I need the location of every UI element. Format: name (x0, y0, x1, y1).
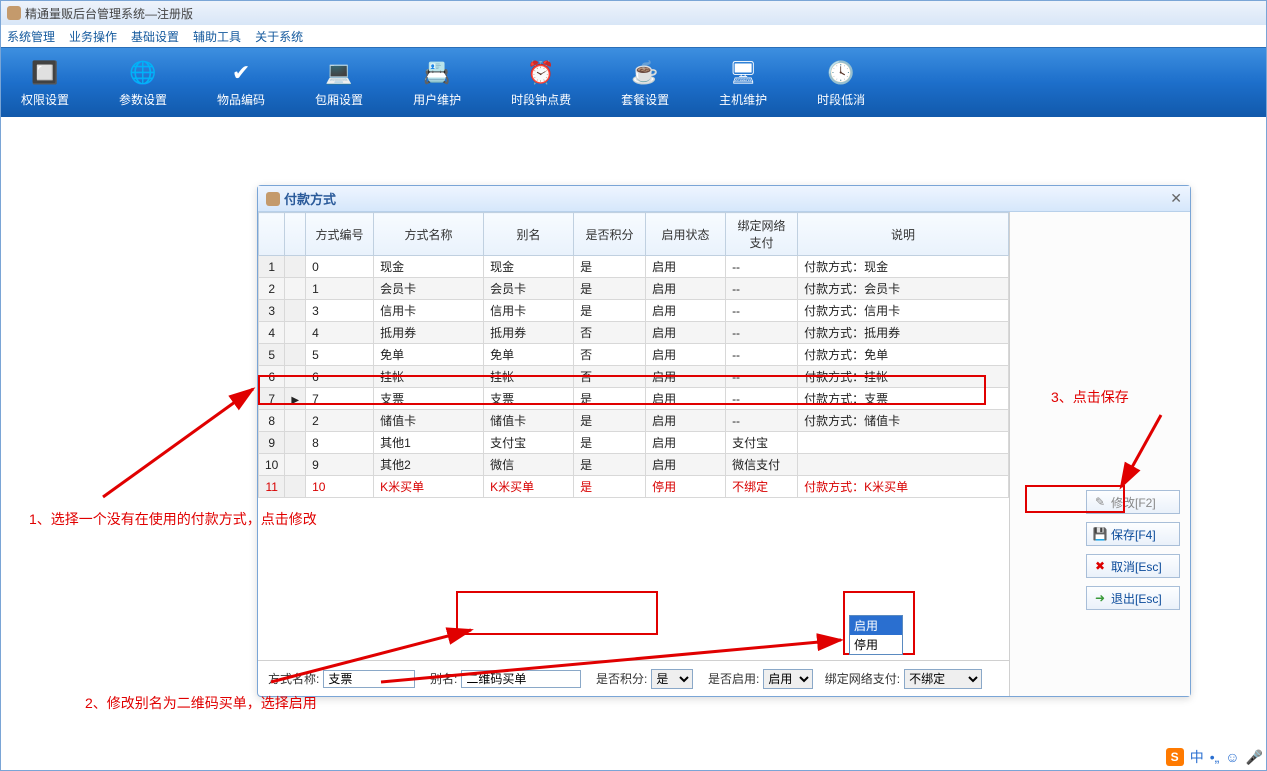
col-id: 方式编号 (306, 213, 374, 256)
tool-timefee[interactable]: ⏰时段钟点费 (511, 57, 571, 108)
edit-icon: ✎ (1093, 495, 1107, 509)
tool-itemcode[interactable]: ✔物品编码 (217, 57, 265, 108)
alias-input[interactable] (461, 670, 581, 688)
app-icon (7, 6, 21, 20)
col-alias: 别名 (484, 213, 574, 256)
menu-system[interactable]: 系统管理 (7, 28, 55, 45)
enable-opt-off[interactable]: 停用 (850, 635, 902, 654)
user-icon: 📇 (421, 57, 453, 89)
menu-about[interactable]: 关于系统 (255, 28, 303, 45)
net-label: 绑定网络支付: (825, 670, 900, 687)
window-title: 精通量贩后台管理系统—注册版 (25, 5, 193, 22)
payment-table: 方式编号 方式名称 别名 是否积分 启用状态 绑定网络支付 说明 10现金现金是… (258, 212, 1009, 498)
tool-room[interactable]: 💻包厢设置 (315, 57, 363, 108)
modify-button[interactable]: ✎ 修改[F2] (1086, 490, 1180, 514)
tray-mic-icon[interactable]: 🎤 (1246, 749, 1263, 766)
enable-label: 是否启用: (708, 670, 759, 687)
content-area: 付款方式 ✕ 方式编号 方式名称 (1, 117, 1266, 770)
table-row[interactable]: 1110K米买单K米买单是停用不绑定付款方式：K米买单 (259, 476, 1009, 498)
sogou-icon[interactable]: S (1166, 748, 1184, 766)
table-wrap: 方式编号 方式名称 别名 是否积分 启用状态 绑定网络支付 说明 10现金现金是… (258, 212, 1009, 660)
enable-select[interactable]: 启用 (763, 669, 813, 689)
arrow-1 (93, 377, 263, 507)
menu-basic[interactable]: 基础设置 (131, 28, 179, 45)
col-idx (285, 213, 306, 256)
table-row[interactable]: 66挂帐挂帐否启用--付款方式：挂帐 (259, 366, 1009, 388)
param-icon: 🌐 (127, 57, 159, 89)
table-row[interactable]: 98其他1支付宝是启用支付宝 (259, 432, 1009, 454)
table-row[interactable]: 55免单免单否启用--付款方式：免单 (259, 344, 1009, 366)
tool-timemin[interactable]: 🕓时段低消 (817, 57, 865, 108)
titlebar: 精通量贩后台管理系统—注册版 (1, 1, 1266, 25)
cancel-button[interactable]: ✖ 取消[Esc] (1086, 554, 1180, 578)
timefee-icon: ⏰ (525, 57, 557, 89)
jf-select[interactable]: 是 (651, 669, 693, 689)
enable-dropdown[interactable]: 启用 停用 (849, 615, 903, 655)
net-select[interactable]: 不绑定 (904, 669, 982, 689)
name-label: 方式名称: (268, 670, 319, 687)
table-row[interactable]: 21会员卡会员卡是启用--付款方式：会员卡 (259, 278, 1009, 300)
timemin-icon: 🕓 (825, 57, 857, 89)
table-row[interactable]: 82储值卡储值卡是启用--付款方式：储值卡 (259, 410, 1009, 432)
tray-dots-icon[interactable]: •„ (1210, 749, 1220, 765)
perm-icon: 🔲 (29, 57, 61, 89)
col-status: 启用状态 (646, 213, 726, 256)
itemcode-icon: ✔ (225, 57, 257, 89)
menu-business[interactable]: 业务操作 (69, 28, 117, 45)
form-row: 方式名称: 别名: 是否积分: 是 是否启用: 启用 绑定网络支付: (258, 660, 1009, 696)
table-row[interactable]: 109其他2微信是启用微信支付 (259, 454, 1009, 476)
modal-titlebar: 付款方式 ✕ (258, 186, 1190, 212)
package-icon: ☕ (629, 57, 661, 89)
ime-indicator[interactable]: 中 (1190, 747, 1204, 767)
table-row[interactable]: 10现金现金是启用--付款方式：现金 (259, 256, 1009, 278)
table-row[interactable]: 7▶7支票支票是启用--付款方式：支票 (259, 388, 1009, 410)
col-rownum (259, 213, 285, 256)
col-jf: 是否积分 (574, 213, 646, 256)
tool-user[interactable]: 📇用户维护 (413, 57, 461, 108)
tool-package[interactable]: ☕套餐设置 (621, 57, 669, 108)
modal-icon (266, 192, 280, 206)
save-button[interactable]: 💾 保存[F4] (1086, 522, 1180, 546)
menu-tools[interactable]: 辅助工具 (193, 28, 241, 45)
system-tray: S 中 •„ ☺ 🎤 (1166, 747, 1263, 767)
modal-title: 付款方式 (284, 189, 336, 208)
name-input[interactable] (323, 670, 415, 688)
cancel-icon: ✖ (1093, 559, 1107, 573)
exit-button[interactable]: ➜ 退出[Esc] (1086, 586, 1180, 610)
room-icon: 💻 (323, 57, 355, 89)
main-window: 精通量贩后台管理系统—注册版 系统管理 业务操作 基础设置 辅助工具 关于系统 … (0, 0, 1267, 771)
col-net: 绑定网络支付 (726, 213, 798, 256)
payment-modal: 付款方式 ✕ 方式编号 方式名称 (257, 185, 1191, 697)
tool-host[interactable]: 🖥主机维护 (719, 57, 767, 108)
table-row[interactable]: 44抵用券抵用券否启用--付款方式：抵用券 (259, 322, 1009, 344)
close-icon[interactable]: ✕ (1170, 190, 1182, 207)
enable-opt-on[interactable]: 启用 (850, 616, 902, 635)
save-icon: 💾 (1093, 527, 1107, 541)
tool-perm[interactable]: 🔲权限设置 (21, 57, 69, 108)
jf-label: 是否积分: (596, 670, 647, 687)
table-row[interactable]: 33信用卡信用卡是启用--付款方式：信用卡 (259, 300, 1009, 322)
tool-param[interactable]: 🌐参数设置 (119, 57, 167, 108)
toolbar: 🔲权限设置 🌐参数设置 ✔物品编码 💻包厢设置 📇用户维护 ⏰时段钟点费 ☕套餐设置 🖥主机维… (1, 47, 1266, 117)
menubar: 系统管理 业务操作 基础设置 辅助工具 关于系统 (1, 25, 1266, 47)
col-name: 方式名称 (374, 213, 484, 256)
alias-label: 别名: (430, 670, 457, 687)
host-icon: 🖥 (727, 57, 759, 89)
col-desc: 说明 (798, 213, 1009, 256)
exit-icon: ➜ (1093, 591, 1107, 605)
tray-smile-icon[interactable]: ☺ (1225, 749, 1239, 765)
modal-sidebar: ✎ 修改[F2] 💾 保存[F4] ✖ 取消[Esc] ➜ 退出[Esc] (1010, 212, 1190, 696)
